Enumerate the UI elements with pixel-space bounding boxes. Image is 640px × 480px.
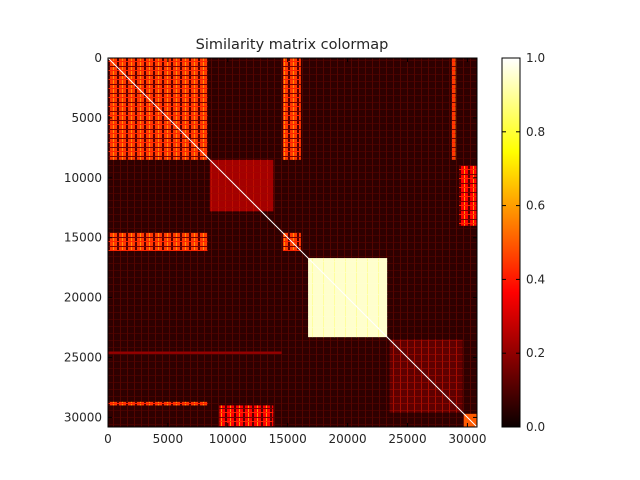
x-tick-label-4: 20000 — [329, 432, 367, 446]
y-tick-label-6: 30000 — [64, 410, 102, 424]
colorbar-tick-label-0: 0.0 — [526, 420, 545, 434]
colorbar-tick-label-2: 0.4 — [526, 272, 545, 286]
heatmap-block-texture-12 — [459, 165, 477, 226]
y-tick-label-2: 10000 — [64, 171, 102, 185]
x-tick-label-5: 25000 — [388, 432, 426, 446]
colorbar-tick-label-1: 0.2 — [526, 346, 545, 360]
plot-frame — [107, 57, 478, 428]
colorbar — [501, 57, 521, 428]
heatmap-block-texture-1 — [282, 58, 301, 160]
chart-title: Similarity matrix colormap — [196, 37, 389, 53]
y-tick-label-5: 25000 — [64, 351, 102, 365]
heatmap-block-texture-9 — [451, 58, 456, 160]
x-axis-ticks: 0 5000 10000 15000 20000 25000 30000 — [104, 58, 487, 446]
colorbar-tick-label-4: 0.8 — [526, 125, 545, 139]
colorbar-ticks: 0.0 0.2 0.4 0.6 0.8 1.0 — [502, 51, 545, 434]
heatmap-block-texture-8 — [108, 401, 208, 406]
x-tick-label-1: 5000 — [153, 432, 184, 446]
y-tick-label-4: 20000 — [64, 291, 102, 305]
heatmap-diagonal — [108, 58, 477, 427]
x-tick-label-2: 10000 — [209, 432, 247, 446]
heatmap-image — [108, 58, 477, 427]
x-tick-label-6: 30000 — [448, 432, 486, 446]
colorbar-tick-label-5: 1.0 — [526, 51, 545, 65]
x-tick-label-0: 0 — [104, 432, 112, 446]
y-tick-label-3: 15000 — [64, 231, 102, 245]
heatmap-block-texture-11 — [219, 405, 274, 427]
heatmap-block-texture-2 — [108, 232, 208, 251]
colorbar-tick-label-3: 0.6 — [526, 199, 545, 213]
y-tick-label-1: 5000 — [71, 111, 102, 125]
y-axis-ticks: 0 5000 10000 15000 20000 25000 30000 — [64, 51, 477, 424]
y-tick-label-0: 0 — [94, 51, 102, 65]
x-tick-label-3: 15000 — [269, 432, 307, 446]
heatmap-block-texture-4 — [209, 159, 274, 212]
heatmap-block-10 — [108, 351, 282, 354]
